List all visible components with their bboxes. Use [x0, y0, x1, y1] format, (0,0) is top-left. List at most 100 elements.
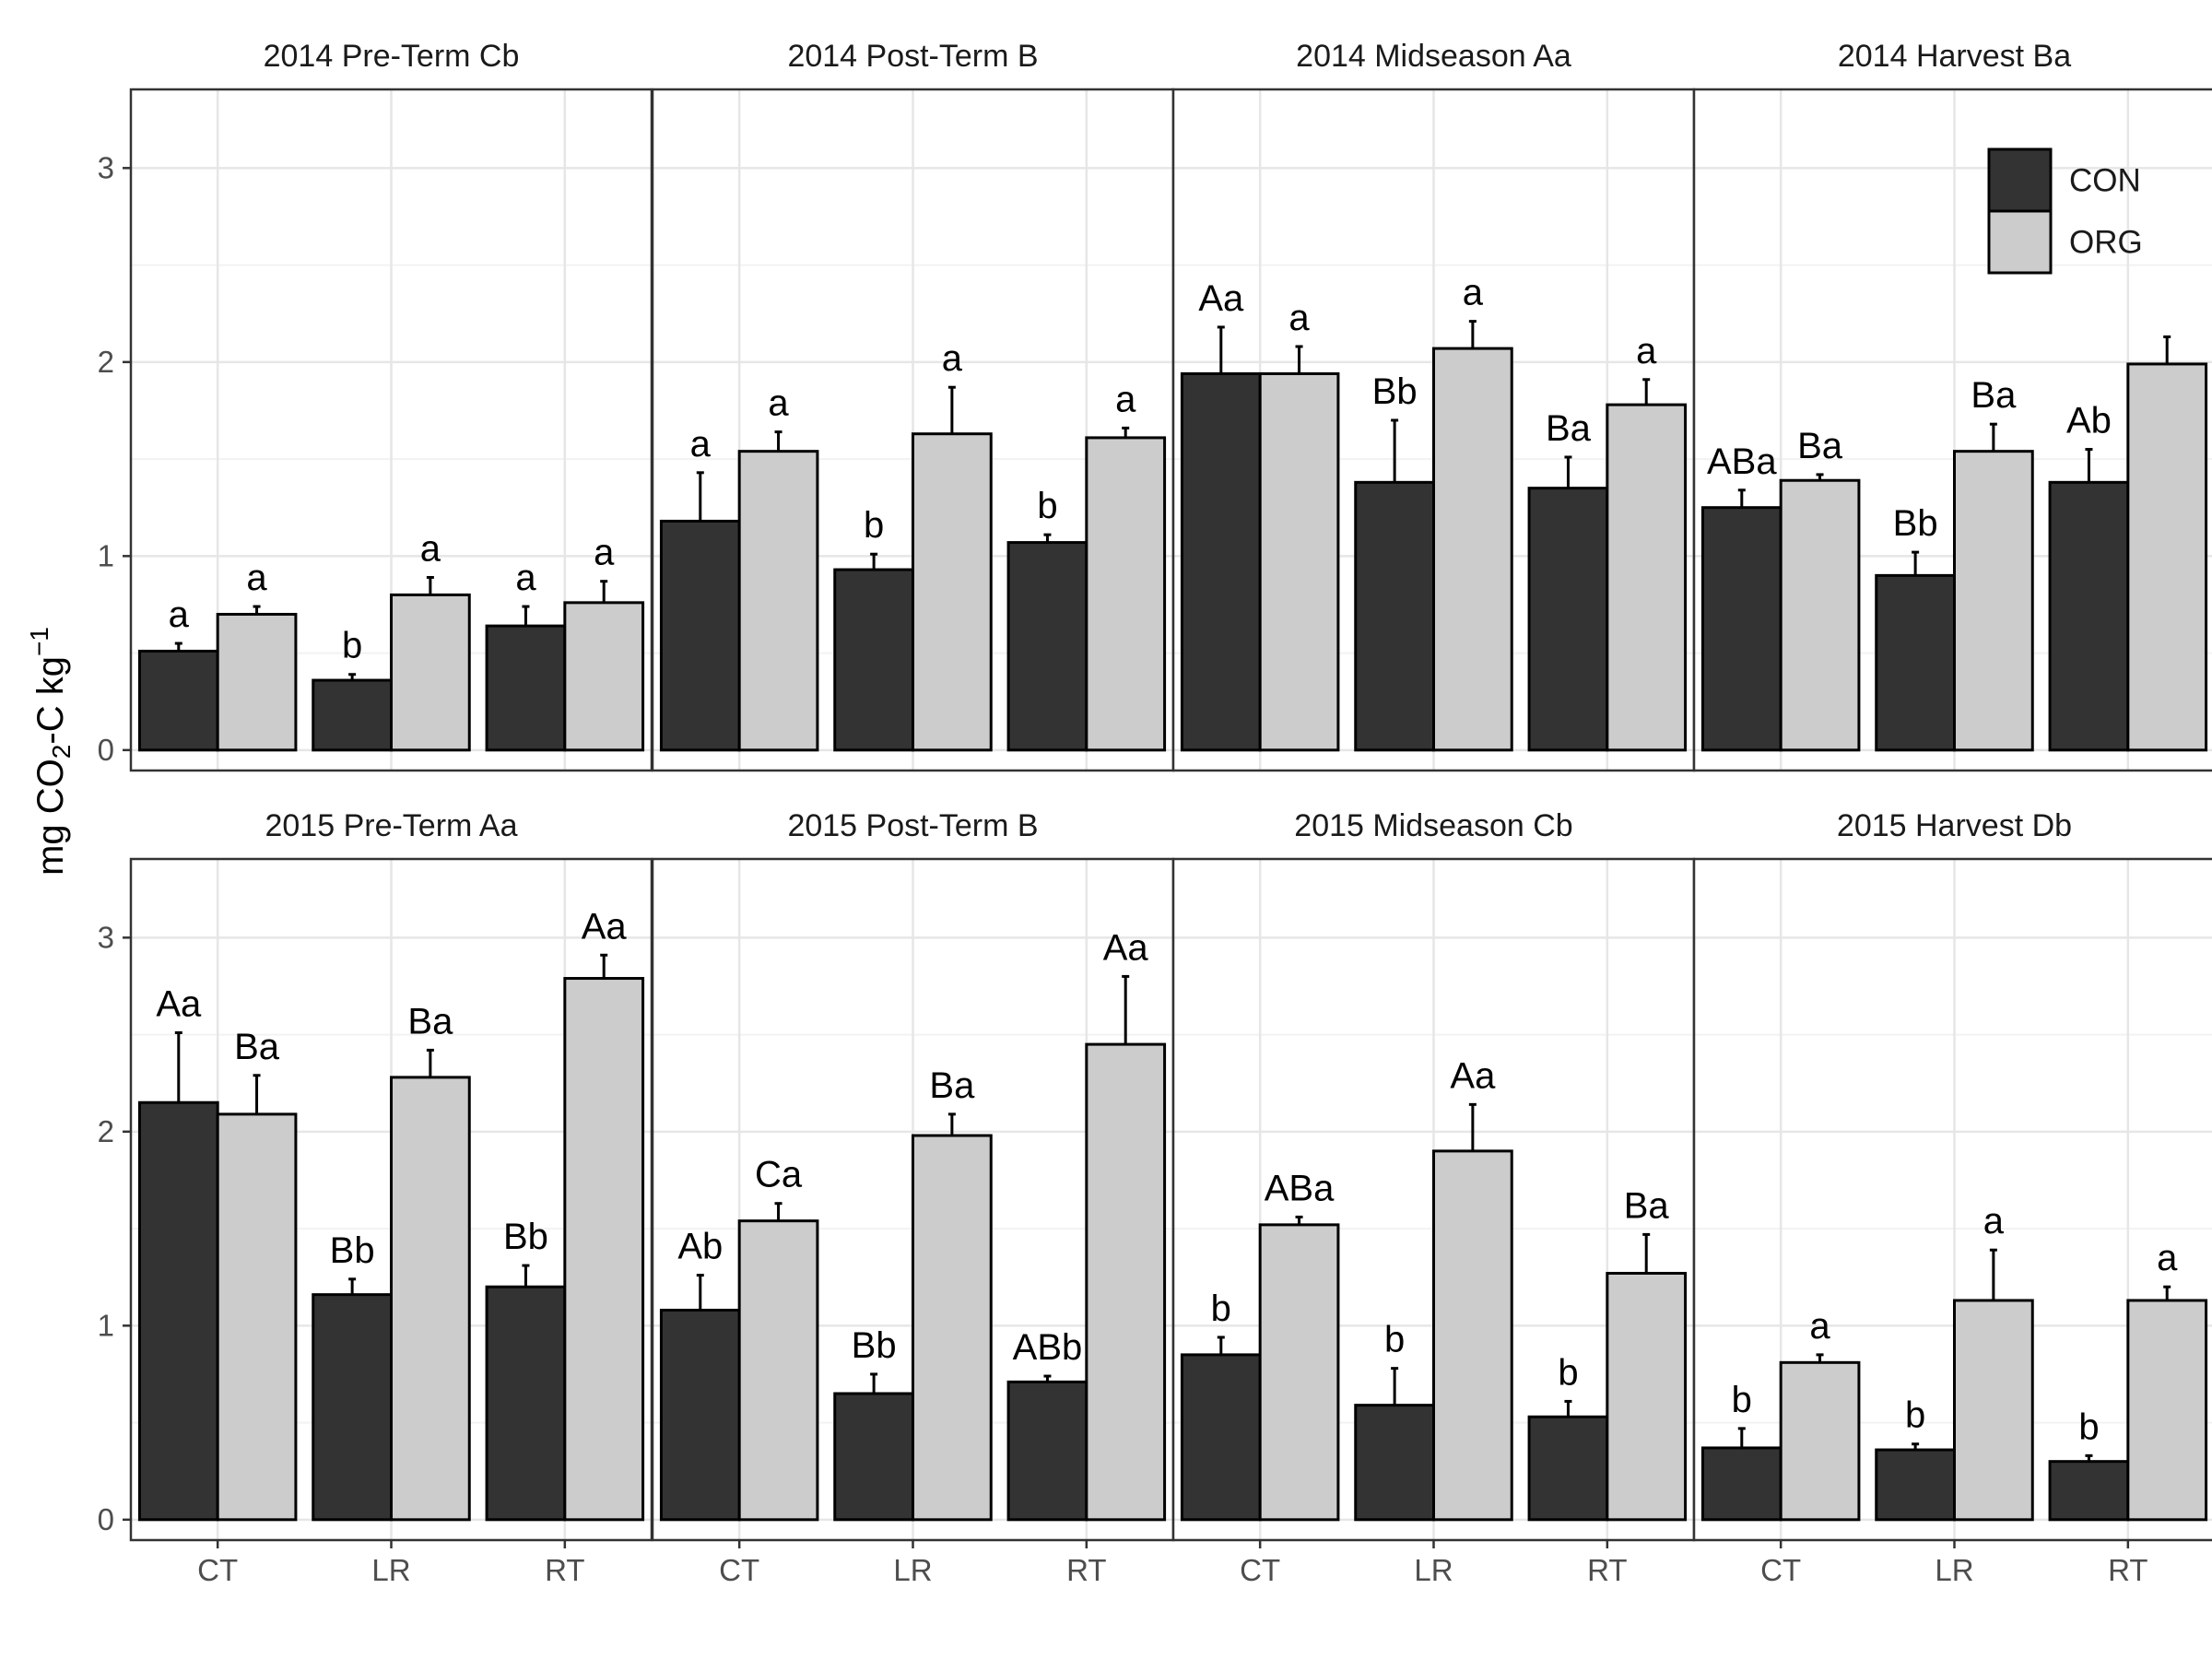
significance-label: Aa [582, 906, 628, 947]
legend-label: ORG [2069, 225, 2143, 261]
significance-label: b [1905, 1395, 1925, 1436]
bar-org [737, 450, 819, 752]
bar-con [312, 678, 393, 752]
bar-con [2048, 1460, 2130, 1522]
significance-label: ABa [1707, 441, 1777, 482]
panel-7: 2015 Midseason Cb b b b ABa Aa Ba CT LR RT [1171, 808, 1696, 1587]
significance-label: Bb [852, 1325, 897, 1366]
bar-org [1779, 1360, 1861, 1522]
significance-label: Ba [929, 1065, 975, 1106]
bar-con [1006, 541, 1088, 752]
x-tick-label: LR [1414, 1553, 1453, 1587]
significance-label: Bb [330, 1230, 375, 1271]
bar-org [1953, 1299, 2034, 1522]
legend-label: CON [2069, 163, 2141, 199]
significance-label: b [2078, 1406, 2099, 1447]
bar-org [1606, 1271, 1688, 1522]
bar-org [1432, 347, 1513, 752]
significance-label: a [1463, 273, 1484, 313]
significance-label: Ab [677, 1227, 723, 1267]
bar-org [1953, 450, 2034, 752]
panel-6: 2015 Post-Term B Ab Bb ABb Ca Ba Aa CT LR RT [651, 808, 1175, 1587]
panel-8: 2015 Harvest Db b b b a a a CT LR RT [1692, 808, 2212, 1587]
bar-con [1700, 1446, 1783, 1522]
y-tick-label: 1 [98, 538, 114, 572]
significance-label: Ab [2066, 401, 2112, 441]
y-tick-label: 0 [98, 733, 114, 767]
bar-con [1700, 506, 1783, 752]
panels: 2014 Pre-Term Cb a b a a a a 0 1 2 3 2014 Post-Term… [98, 39, 2212, 1587]
bar-con [1006, 1380, 1088, 1522]
legend-key-con [1987, 147, 2053, 213]
legend: CON ORG [1987, 147, 2143, 275]
x-tick-label: CT [1240, 1553, 1280, 1587]
significance-label: b [342, 626, 362, 666]
bar-con [485, 1285, 567, 1522]
y-axis-label: mg CO2-C kg−1 [25, 627, 76, 876]
bar-org [1258, 1223, 1340, 1522]
significance-label: Aa [1103, 927, 1149, 968]
bar-con [1875, 1448, 1956, 1522]
significance-label: Bb [1893, 503, 1938, 544]
bar-org [563, 977, 645, 1522]
x-tick-label: RT [545, 1553, 584, 1587]
significance-label: b [1211, 1288, 1231, 1329]
bar-con [1527, 487, 1609, 752]
bar-con [1875, 573, 1956, 752]
bar-org [2126, 1299, 2208, 1522]
significance-label: b [864, 505, 884, 546]
significance-label: Ca [755, 1155, 803, 1195]
bar-org [216, 612, 298, 752]
x-tick-label: LR [371, 1553, 410, 1587]
significance-label: Aa [156, 983, 202, 1024]
panel-title: 2015 Post-Term B [787, 808, 1038, 843]
significance-label: Ba [234, 1027, 280, 1067]
y-tick-label: 2 [98, 345, 114, 379]
panel-title: 2014 Harvest Ba [1838, 39, 2071, 74]
significance-label: a [1983, 1201, 2005, 1241]
bar-con [1180, 371, 1262, 752]
bar-org [912, 432, 993, 752]
bar-org [1432, 1149, 1513, 1522]
panel-title: 2014 Midseason Aa [1296, 39, 1571, 74]
significance-label: a [594, 533, 615, 573]
bar-con [1354, 480, 1435, 752]
significance-label: a [2157, 1238, 2178, 1278]
legend-key-org [1987, 209, 2053, 275]
bar-org [1606, 403, 1688, 752]
bar-org [563, 601, 645, 752]
significance-label: Aa [1450, 1055, 1496, 1096]
significance-label: Ba [1797, 426, 1843, 466]
significance-label: a [169, 594, 190, 635]
panel-5: 2015 Pre-Term Aa Aa Bb Bb Ba Ba Aa 0 1 2 3 CT LR RT [98, 808, 653, 1587]
y-tick-label: 0 [98, 1502, 114, 1536]
bar-org [2126, 362, 2208, 752]
bar-con [1354, 1404, 1435, 1522]
bar-org [390, 593, 471, 752]
significance-label: a [515, 558, 536, 598]
panel-title: 2015 Midseason Cb [1294, 808, 1572, 843]
bar-con [1180, 1353, 1262, 1522]
panel-title: 2015 Harvest Db [1837, 808, 2072, 843]
bar-con [659, 519, 741, 752]
significance-label: Ba [1971, 375, 2017, 416]
bar-org [1258, 371, 1340, 752]
bar-org [1779, 478, 1861, 752]
x-tick-label: LR [1935, 1553, 1973, 1587]
significance-label: a [1115, 379, 1136, 419]
x-tick-label: LR [893, 1553, 932, 1587]
x-tick-label: RT [2108, 1553, 2147, 1587]
x-tick-label: CT [1760, 1553, 1801, 1587]
y-tick-label: 2 [98, 1114, 114, 1148]
significance-label: Ba [1624, 1185, 1670, 1226]
y-tick-label: 3 [98, 150, 114, 184]
bar-con [659, 1308, 741, 1522]
significance-label: a [1288, 298, 1310, 338]
panel-2: 2014 Post-Term B a b b a a a [651, 39, 1175, 772]
bar-con [312, 1293, 393, 1522]
significance-label: b [1384, 1320, 1405, 1360]
significance-label: a [1636, 331, 1657, 371]
x-tick-label: CT [719, 1553, 759, 1587]
significance-label: Ba [407, 1001, 453, 1041]
